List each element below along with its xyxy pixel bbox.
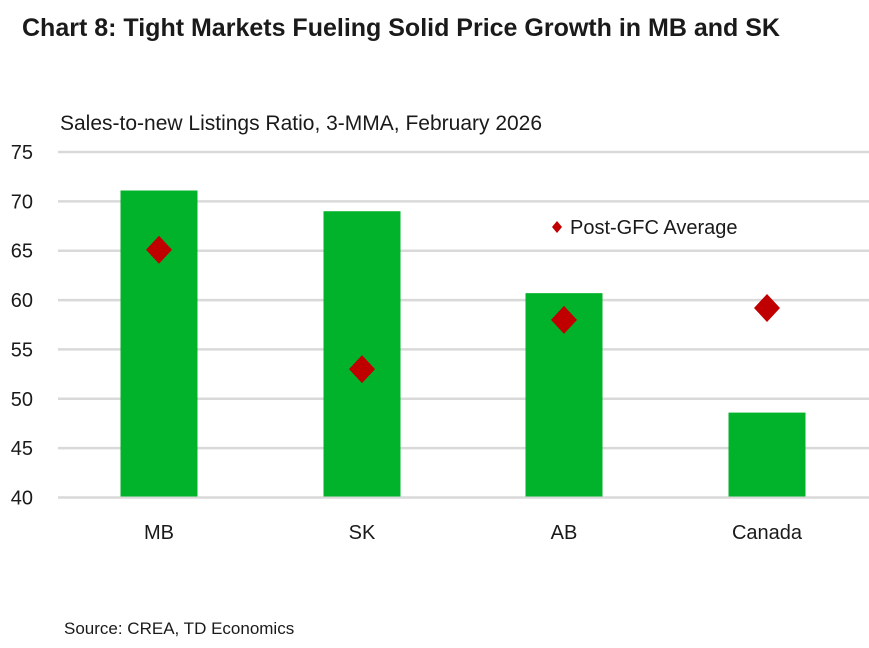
chart-title: Chart 8: Tight Markets Fueling Solid Pri… [22, 14, 780, 42]
y-tick-label: 45 [11, 438, 33, 460]
x-tick-label: MB [144, 522, 174, 544]
legend-label: Post-GFC Average [570, 217, 737, 239]
x-tick-label: Canada [732, 522, 803, 544]
bar-sk [323, 211, 401, 497]
legend-diamond-icon [552, 221, 562, 233]
bar-canada [728, 412, 806, 497]
x-tick-label: SK [349, 522, 376, 544]
y-tick-label: 65 [11, 241, 33, 263]
y-tick-label: 60 [11, 290, 33, 312]
chart-subtitle: Sales-to-new Listings Ratio, 3-MMA, Febr… [60, 112, 543, 135]
y-tick-label: 75 [11, 142, 33, 164]
y-tick-label: 55 [11, 339, 33, 361]
x-tick-label: AB [551, 522, 578, 544]
marker-canada [754, 293, 780, 322]
marker-sk [349, 355, 375, 384]
y-tick-label: 70 [11, 191, 33, 213]
source-note: Source: CREA, TD Economics [64, 619, 295, 638]
y-tick-label: 50 [11, 389, 33, 411]
y-tick-label: 40 [11, 488, 33, 510]
marker-ab [551, 305, 577, 334]
marker-mb [146, 235, 172, 264]
